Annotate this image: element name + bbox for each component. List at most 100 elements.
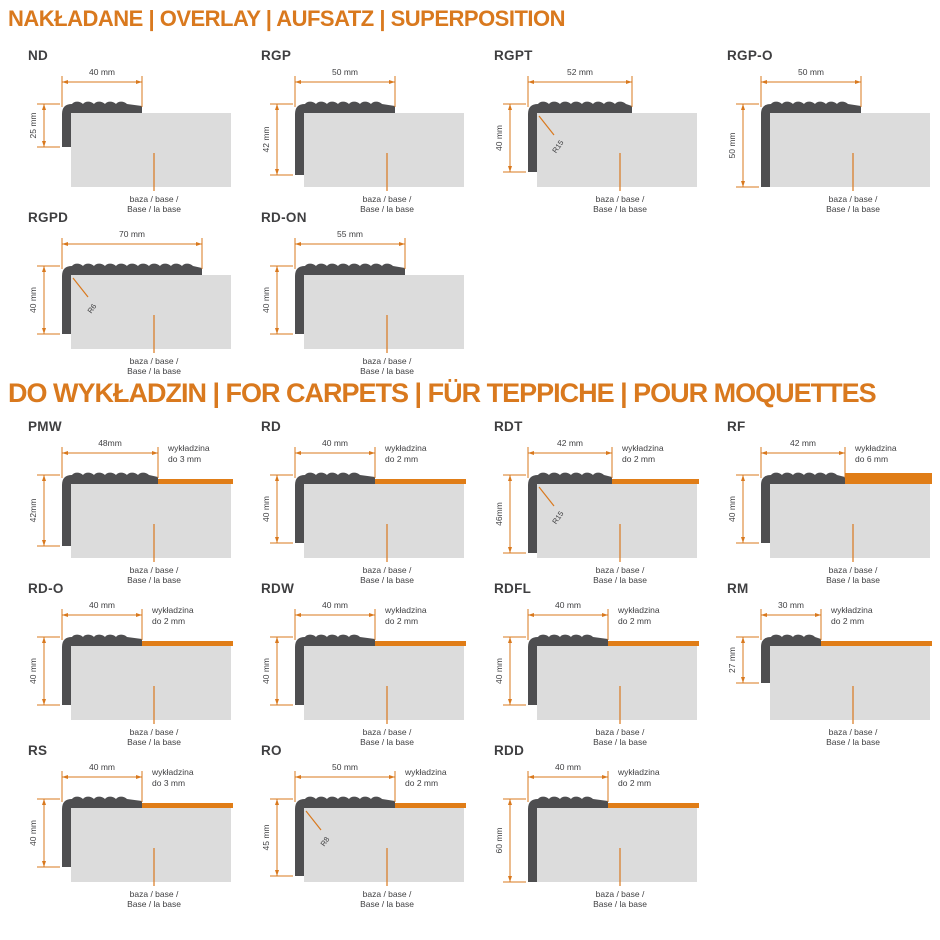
height-label: 40 mm <box>28 287 38 313</box>
arrow-down-icon <box>275 870 279 876</box>
profile-diagram-rgpt: RGPT 52 mm 40 mm R15 baza / base / Base / la … <box>480 44 708 214</box>
base-label-line2: Base / la base <box>127 366 181 376</box>
base-label-line1: baza / base / <box>130 194 179 204</box>
base-label-line1: baza / base / <box>130 356 179 366</box>
height-label: 42mm <box>28 499 38 523</box>
width-label: 40 mm <box>89 762 115 772</box>
section-overlay: ND 40 mm 25 mm baza / base / Base / la base R… <box>0 44 940 376</box>
base-label-line1: baza / base / <box>363 727 412 737</box>
base-rect <box>537 646 697 720</box>
width-label: 40 mm <box>555 600 581 610</box>
arrow-right-icon <box>606 451 612 455</box>
arrow-left-icon <box>295 613 301 617</box>
base-label-line1: baza / base / <box>596 565 645 575</box>
base-rect <box>304 646 464 720</box>
profile-shape <box>295 263 405 334</box>
base-rect <box>71 646 231 720</box>
base-label-line1: baza / base / <box>130 889 179 899</box>
height-dimension <box>270 103 293 176</box>
profile-shape <box>295 472 375 543</box>
carpet-label-line1: wykładzina <box>151 767 194 777</box>
arrow-down-icon <box>42 141 46 147</box>
carpet-strip <box>608 803 699 808</box>
height-dimension <box>37 103 60 148</box>
profile-shape <box>295 796 395 876</box>
profile-diagram-rdt: RDT 42 mm 46mm R15 wykładzina do 2 mm baza / b… <box>480 415 708 585</box>
arrow-right-icon <box>369 451 375 455</box>
base-label-line2: Base / la base <box>360 366 414 376</box>
height-label: 27 mm <box>727 647 737 673</box>
profile-shape <box>761 101 861 187</box>
carpet-strip <box>821 641 932 646</box>
arrow-down-icon <box>42 328 46 334</box>
profile-row: RGPD 70 mm 40 mm R6 baza / base / Base / la b… <box>0 206 940 376</box>
profile-diagram-rd-on: RD-ON 55 mm 40 mm baza / base / Base / la ba… <box>247 206 475 376</box>
profile-title: RS <box>28 743 48 758</box>
carpet-strip <box>375 641 466 646</box>
width-label: 40 mm <box>322 438 348 448</box>
width-dimension <box>61 238 203 269</box>
width-dimension <box>61 771 143 802</box>
base-label-line2: Base / la base <box>360 204 414 214</box>
arrow-left-icon <box>295 451 301 455</box>
profile-diagram-ro: RO 50 mm 45 mm R8 wykładzina do 2 mm baza / ba… <box>247 739 475 909</box>
width-label: 40 mm <box>89 600 115 610</box>
arrow-right-icon <box>602 775 608 779</box>
arrow-up-icon <box>741 475 745 481</box>
profile-title: RGPT <box>494 48 533 63</box>
width-label: 40 mm <box>555 762 581 772</box>
base-rect <box>71 808 231 882</box>
arrow-right-icon <box>136 775 142 779</box>
base-rect <box>537 484 697 558</box>
carpet-label-line1: wykładzina <box>617 767 660 777</box>
base-label-line2: Base / la base <box>826 737 880 747</box>
arrow-down-icon <box>275 537 279 543</box>
arrow-down-icon <box>508 166 512 172</box>
height-label: 40 mm <box>261 496 271 522</box>
base-label-line2: Base / la base <box>360 575 414 585</box>
arrow-up-icon <box>508 799 512 805</box>
width-label: 50 mm <box>798 67 824 77</box>
profile-title: PMW <box>28 419 62 434</box>
width-label: 55 mm <box>337 229 363 239</box>
carpet-label-line2: do 2 mm <box>405 778 438 788</box>
height-label: 50 mm <box>727 133 737 159</box>
arrow-left-icon <box>528 775 534 779</box>
base-label-line1: baza / base / <box>596 889 645 899</box>
base-label-line2: Base / la base <box>593 899 647 909</box>
profile-title: RGP-O <box>727 48 773 63</box>
height-dimension <box>37 636 60 706</box>
arrow-up-icon <box>741 637 745 643</box>
profile-shape <box>62 796 142 867</box>
carpet-label-line1: wykładzina <box>167 443 210 453</box>
arrow-up-icon <box>42 637 46 643</box>
base-label-line1: baza / base / <box>596 727 645 737</box>
arrow-left-icon <box>62 451 68 455</box>
profile-drawing: 50 mm 50 mm baza / base /Base / la base <box>727 67 930 214</box>
arrow-down-icon <box>42 699 46 705</box>
arrow-down-icon <box>741 537 745 543</box>
height-label: 40 mm <box>494 125 504 151</box>
profile-shape <box>528 101 632 172</box>
width-dimension <box>527 447 613 478</box>
base-label-line2: Base / la base <box>593 204 647 214</box>
height-dimension <box>736 636 759 684</box>
arrow-up-icon <box>42 475 46 481</box>
height-label: 42 mm <box>261 127 271 153</box>
profile-diagram-rdfl: RDFL 40 mm 40 mm wykładzina do 2 mm baza / ba… <box>480 577 708 747</box>
carpet-strip <box>158 479 233 484</box>
base-label-line2: Base / la base <box>593 575 647 585</box>
base-label-line2: Base / la base <box>127 737 181 747</box>
profile-title: RF <box>727 419 746 434</box>
profile-diagram-rm: RM 30 mm 27 mm wykładzina do 2 mm baza / base… <box>713 577 940 747</box>
arrow-left-icon <box>62 775 68 779</box>
arrow-right-icon <box>626 80 632 84</box>
profile-title: ND <box>28 48 49 63</box>
arrow-right-icon <box>855 80 861 84</box>
arrow-right-icon <box>389 775 395 779</box>
profile-title: RD <box>261 419 282 434</box>
